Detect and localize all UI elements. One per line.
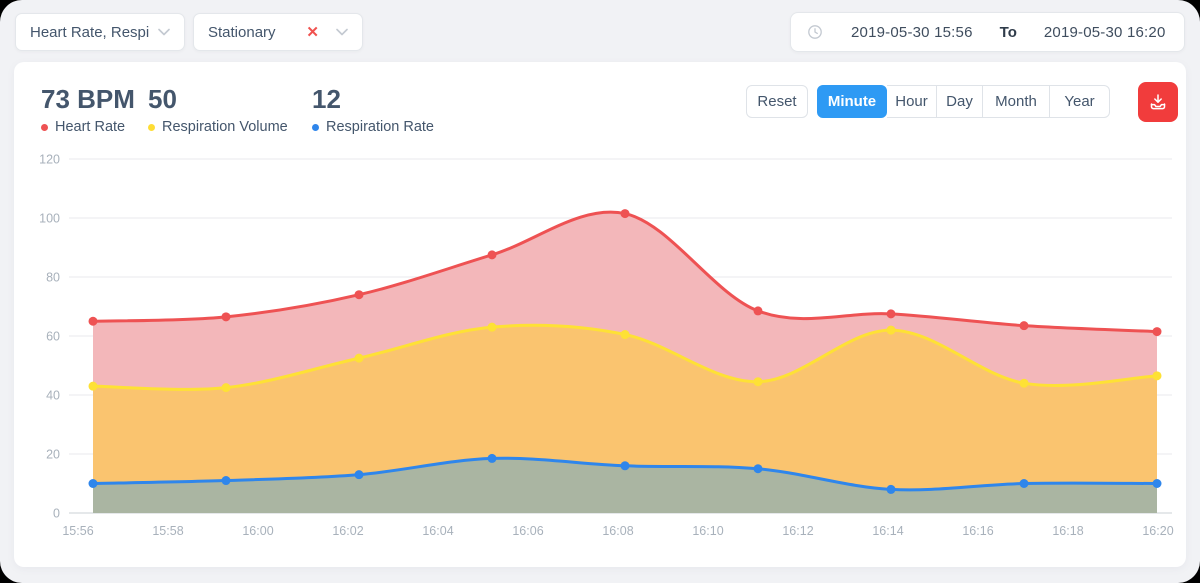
svg-text:16:10: 16:10 (692, 524, 723, 538)
svg-text:16:02: 16:02 (332, 524, 363, 538)
date-start: 2019-05-30 15:56 (851, 23, 973, 41)
reset-button[interactable]: Reset (746, 85, 808, 118)
svg-text:16:00: 16:00 (242, 524, 273, 538)
metric-select-value: Heart Rate, Respir... (30, 23, 150, 41)
svg-text:16:08: 16:08 (602, 524, 633, 538)
stat-respiration-rate-value: 12 (312, 84, 341, 114)
svg-text:20: 20 (46, 448, 60, 462)
metric-select[interactable]: Heart Rate, Respir... (15, 13, 185, 51)
stat-respiration-volume-label: Respiration Volume (162, 119, 288, 135)
download-button[interactable] (1138, 82, 1178, 122)
svg-text:16:14: 16:14 (872, 524, 903, 538)
respiration-rate-legend-dot-icon (312, 123, 319, 131)
stat-respiration-rate-label: Respiration Rate (326, 119, 434, 135)
time-range-button-group: Minute Hour Day Month Year (817, 85, 1110, 118)
range-button-month[interactable]: Month (983, 85, 1050, 118)
x-axis-labels: 15:56 15:58 16:00 16:02 16:04 16:06 16:08 16:10… (62, 524, 1173, 538)
svg-text:0: 0 (53, 507, 60, 521)
svg-text:80: 80 (46, 271, 60, 285)
range-button-minute[interactable]: Minute (817, 85, 887, 118)
chart-plot-area[interactable]: 0 20 40 60 80 100 120 15:56 15:58 16:00 16:02 16:04… (14, 140, 1186, 555)
chart-card: 73 BPM Heart Rate 50 Respiration Volume … (14, 62, 1186, 567)
heart-rate-legend-dot-icon (41, 123, 48, 131)
clear-filter-icon[interactable]: ✕ (306, 23, 319, 41)
stat-heart-rate-label: Heart Rate (55, 119, 126, 135)
points-respiration-volume (88, 322, 1162, 393)
svg-text:120: 120 (39, 153, 60, 167)
svg-text:60: 60 (46, 330, 60, 344)
activity-select[interactable]: Stationary ✕ (193, 13, 363, 51)
area-fill-respiration-volume (93, 325, 1157, 513)
stat-heart-rate: 73 BPM Heart Rate (41, 84, 135, 135)
clock-icon (807, 24, 823, 40)
line-respiration-volume (92, 323, 1158, 391)
respiration-volume-legend-dot-icon (148, 123, 155, 131)
download-icon (1148, 92, 1168, 112)
points-heart-rate (88, 209, 1162, 337)
stat-respiration-volume-value: 50 (148, 84, 177, 114)
svg-text:15:58: 15:58 (152, 524, 183, 538)
date-range-separator: To (999, 23, 1017, 41)
svg-text:40: 40 (46, 389, 60, 403)
svg-text:16:16: 16:16 (962, 524, 993, 538)
svg-text:16:06: 16:06 (512, 524, 543, 538)
svg-text:16:20: 16:20 (1142, 524, 1173, 538)
stat-heart-rate-value: 73 BPM (41, 84, 135, 114)
svg-text:16:04: 16:04 (422, 524, 453, 538)
range-button-day[interactable]: Day (937, 85, 983, 118)
stat-respiration-rate: 12 Respiration Rate (312, 84, 434, 135)
svg-text:15:56: 15:56 (62, 524, 93, 538)
vitals-area-chart[interactable]: 0 20 40 60 80 100 120 15:56 15:58 16:00 16:02 16:04… (14, 140, 1186, 555)
area-fill-respiration-rate (93, 458, 1157, 513)
points-respiration-rate (88, 453, 1162, 494)
chevron-down-icon (336, 28, 348, 36)
activity-select-value: Stationary (208, 23, 276, 41)
date-end: 2019-05-30 16:20 (1043, 23, 1166, 41)
chevron-down-icon (158, 28, 170, 36)
date-range-picker[interactable]: 2019-05-30 15:56 To 2019-05-30 16:20 (790, 12, 1185, 52)
range-button-year[interactable]: Year (1050, 85, 1110, 118)
svg-text:16:12: 16:12 (782, 524, 813, 538)
stat-respiration-volume: 50 Respiration Volume (148, 84, 288, 135)
svg-text:100: 100 (39, 212, 60, 226)
y-axis-labels: 0 20 40 60 80 100 120 (39, 153, 60, 521)
range-button-hour[interactable]: Hour (887, 85, 937, 118)
svg-text:16:18: 16:18 (1052, 524, 1083, 538)
